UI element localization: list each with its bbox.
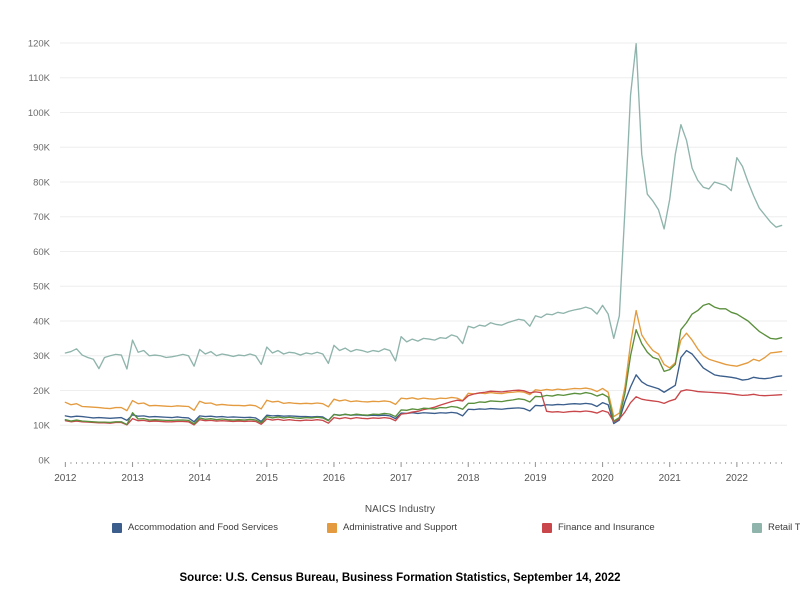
y-tick-label: 10K [33,421,51,432]
series-line-accommodation-and-food-services [64,349,783,425]
x-tick-label: 2014 [189,473,212,484]
y-tick-label: 0K [38,455,50,466]
y-tick-label: 90K [33,143,51,154]
legend-swatch-teal-icon [752,522,762,533]
legend-item[interactable]: Accommodation and Food Services [112,522,327,533]
legend-item-label: Finance and Insurance [558,522,655,533]
legend-swatch-red-icon [542,522,552,533]
y-gridlines [60,42,787,426]
y-tick-label: 60K [33,247,51,258]
chart-legend: NAICS Industry Accommodation and Food Se… [0,504,800,564]
y-tick-label: 40K [33,316,51,327]
legend-item[interactable]: Finance and Insurance [542,522,752,533]
x-tick-label: 2013 [121,473,144,484]
series-line-transportation-and-warehousing [64,302,783,426]
plot-area: 0K 10K 20K 30K 40K 50K 60K 70K 80K 90K 100K 110K 120… [28,38,787,484]
y-tick-label: 70K [33,212,51,223]
x-tick-label: 2019 [524,473,547,484]
legend-item[interactable]: Retail Trade [752,522,800,533]
legend-item-label: Accommodation and Food Services [128,522,278,533]
legend-swatch-blue-icon [112,522,122,533]
x-tick-label: 2012 [54,473,77,484]
x-tick-label: 2017 [390,473,413,484]
legend-title: NAICS Industry [364,504,436,515]
y-tick-label: 100K [28,108,51,119]
x-tick-label: 2020 [591,473,614,484]
legend-item-label: Administrative and Support [343,522,458,533]
legend-item-label: Retail Trade [768,522,800,533]
x-tick-label: 2018 [457,473,480,484]
y-tick-label: 30K [33,351,51,362]
y-tick-label: 80K [33,177,51,188]
x-tick-label: 2015 [256,473,279,484]
legend-swatch-orange-icon [327,522,337,533]
x-axis-tick-labels: 2012 2013 2014 2015 2016 2017 2018 2019 2020 2021… [54,473,748,484]
series-line-finance-and-insurance [64,389,783,426]
line-chart-svg: 0K 10K 20K 30K 40K 50K 60K 70K 80K 90K 100K 110K 120… [28,38,787,484]
legend-item[interactable]: Administrative and Support [327,522,542,533]
series-lines [64,43,783,426]
source-note: Source: U.S. Census Bureau, Business For… [179,572,621,584]
series-line-retail-trade [64,43,783,370]
y-tick-label: 20K [33,386,51,397]
x-axis-line [64,462,783,467]
legend-items: Accommodation and Food Services Administr… [112,519,800,536]
y-axis-tick-labels: 0K 10K 20K 30K 40K 50K 60K 70K 80K 90K 100K 110K 120… [28,38,51,466]
x-tick-label: 2021 [659,473,682,484]
y-tick-label: 110K [29,73,51,84]
y-tick-label: 120K [28,38,51,49]
x-tick-label: 2022 [726,473,749,484]
x-tick-label: 2016 [323,473,346,484]
series-line-administrative-and-support [64,309,783,418]
y-tick-label: 50K [33,282,51,293]
